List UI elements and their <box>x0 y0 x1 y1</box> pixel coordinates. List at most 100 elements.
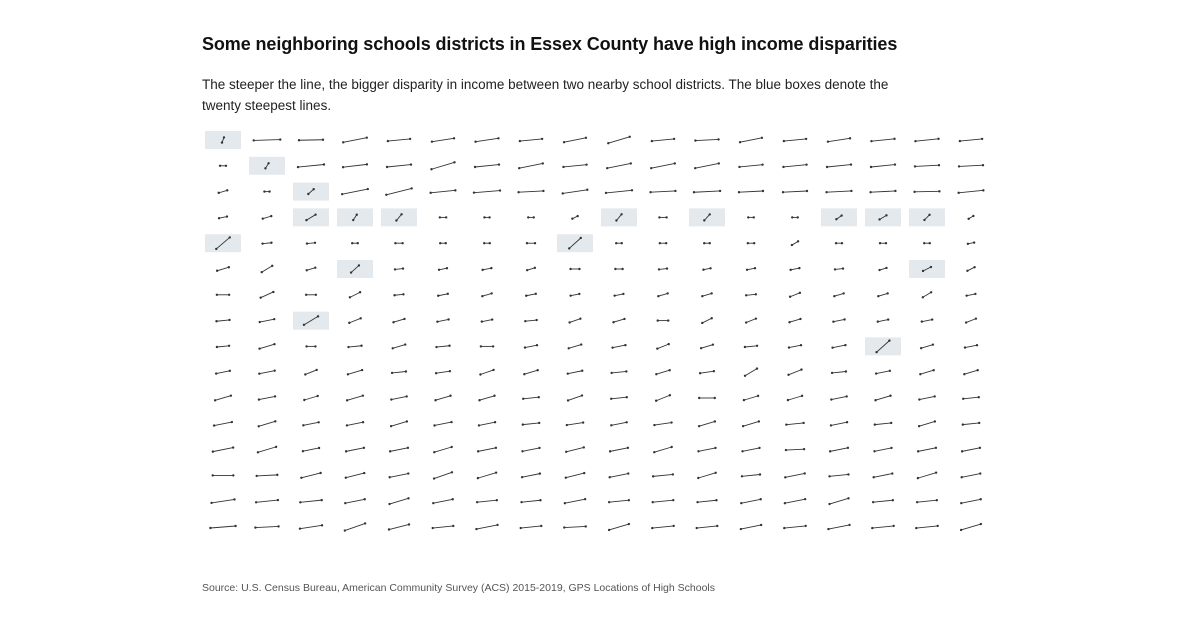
district-point <box>658 242 662 245</box>
slope-pair <box>525 292 537 297</box>
slope-pair <box>829 420 849 427</box>
slope-line <box>566 422 584 426</box>
district-point <box>784 476 787 479</box>
district-point <box>538 446 541 450</box>
slope-line <box>519 138 543 142</box>
slope-line <box>569 318 581 323</box>
district-point <box>582 446 585 449</box>
district-point <box>738 140 742 144</box>
district-point <box>215 269 219 272</box>
slope-pair <box>962 396 980 400</box>
district-point <box>832 320 835 323</box>
district-point <box>874 399 877 402</box>
slope-pair <box>431 524 455 530</box>
district-point <box>273 395 277 398</box>
district-point <box>610 371 613 375</box>
slope-pair <box>215 293 231 296</box>
slope-line <box>698 421 716 427</box>
district-point <box>357 264 361 267</box>
slope-pair <box>830 370 848 375</box>
district-point <box>921 269 925 273</box>
slope-line <box>832 371 846 374</box>
slope-line <box>918 447 936 452</box>
district-point <box>312 187 315 191</box>
district-point <box>490 318 494 321</box>
district-point <box>215 345 219 349</box>
district-point <box>361 420 365 424</box>
slope-line <box>827 137 851 143</box>
district-point <box>696 500 699 504</box>
district-point <box>828 450 832 453</box>
slope-line <box>303 421 319 426</box>
district-point <box>391 347 394 350</box>
slope-pair <box>957 189 985 195</box>
district-point <box>703 219 706 222</box>
slope-line <box>874 422 892 426</box>
slope-line <box>390 447 408 452</box>
district-point <box>717 162 720 165</box>
slope-pair <box>921 291 933 299</box>
slope-pair <box>519 524 543 530</box>
slope-line <box>612 344 626 349</box>
district-point <box>759 523 763 527</box>
slope-line <box>834 268 844 270</box>
slope-pair <box>786 394 804 402</box>
slope-pair <box>738 163 764 169</box>
slope-line <box>304 395 318 401</box>
slope-line <box>349 317 361 324</box>
district-point <box>387 528 391 531</box>
slope-line <box>914 164 940 167</box>
slope-line <box>525 319 537 322</box>
slope-pair <box>347 344 363 349</box>
district-point <box>831 346 834 349</box>
slope-line <box>212 447 234 453</box>
slope-line <box>436 345 450 348</box>
slope-pair <box>564 471 586 479</box>
district-point <box>758 473 762 476</box>
district-point <box>578 292 581 296</box>
district-point <box>315 368 318 372</box>
slope-pair <box>615 242 623 245</box>
slope-pair <box>220 136 226 144</box>
district-point <box>871 500 875 504</box>
slope-line <box>479 395 495 401</box>
slope-line <box>522 422 540 426</box>
slope-line <box>916 525 938 529</box>
slope-line <box>922 266 932 272</box>
district-point <box>520 500 523 504</box>
slope-line <box>480 369 494 375</box>
district-point <box>615 219 618 222</box>
slope-line <box>475 164 499 168</box>
district-point <box>931 343 935 346</box>
slope-pair <box>476 446 498 453</box>
slope-pair <box>475 499 499 504</box>
slope-pair <box>698 369 716 375</box>
district-point <box>576 214 579 218</box>
slope-pair <box>747 216 755 219</box>
slope-pair <box>878 266 888 272</box>
slope-pair <box>913 164 941 168</box>
district-point <box>300 476 303 480</box>
district-point <box>828 502 831 506</box>
district-point <box>227 266 231 269</box>
district-point <box>232 474 235 477</box>
district-point <box>491 345 495 348</box>
slope-pair <box>606 162 632 170</box>
slope-line <box>343 137 367 143</box>
slope-line <box>476 524 498 530</box>
slope-line <box>786 422 804 426</box>
district-point <box>844 343 847 347</box>
district-point <box>979 472 982 475</box>
slope-pair <box>344 446 366 453</box>
slope-line <box>698 472 716 479</box>
district-point <box>215 247 218 251</box>
district-point <box>493 420 497 424</box>
district-point <box>434 372 438 375</box>
district-point <box>537 396 540 399</box>
district-point <box>697 424 701 428</box>
district-point <box>215 320 218 323</box>
district-point <box>672 137 676 141</box>
district-point <box>532 216 535 219</box>
district-point <box>760 136 764 140</box>
slope-line <box>346 421 364 426</box>
